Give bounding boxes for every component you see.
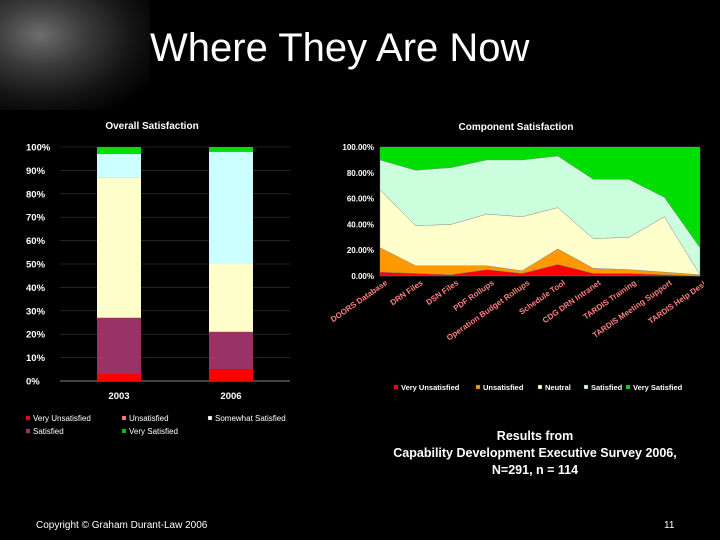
legend-swatch — [537, 384, 543, 390]
legend-label: Very Unsatisfied — [33, 414, 91, 423]
y-tick-label: 20% — [26, 330, 46, 341]
y-tick-label: 70% — [26, 213, 46, 224]
copyright-text: Copyright © Graham Durant-Law 2006 — [36, 520, 208, 531]
y-tick-label: 80.00% — [347, 169, 374, 178]
legend-label: Very Satisfied — [633, 383, 683, 392]
x-tick-label: 2003 — [108, 391, 129, 402]
legend-swatch — [475, 384, 481, 390]
slide-title: Where They Are Now — [150, 26, 530, 70]
legend-label: Unsatisfied — [129, 414, 169, 423]
chart-title: Overall Satisfaction — [105, 121, 198, 132]
chart-title: Component Satisfaction — [458, 122, 573, 133]
y-tick-label: 0% — [26, 377, 40, 388]
legend-swatch — [25, 428, 31, 434]
bar-segment — [209, 147, 253, 152]
y-tick-label: 30% — [26, 306, 46, 317]
legend-swatch — [25, 415, 31, 421]
legend-label: Very Satisfied — [129, 427, 178, 436]
note-line-1: Results from — [496, 429, 574, 443]
y-tick-label: 80% — [26, 189, 46, 200]
y-tick-label: 50% — [26, 260, 46, 271]
legend-swatch — [207, 415, 213, 421]
legend-label: Very Unsatisfied — [401, 383, 460, 392]
bar-segment — [97, 147, 141, 155]
bar-segment — [209, 264, 253, 332]
bar-segment — [97, 177, 141, 318]
legend-label: Satisfied — [33, 427, 64, 436]
y-tick-label: 10% — [26, 353, 46, 364]
note-line-3: N=291, n = 114 — [491, 463, 579, 477]
survey-source-note: Results from Capability Development Exec… — [360, 428, 710, 479]
y-tick-label: 20.00% — [347, 246, 374, 255]
y-tick-label: 40% — [26, 283, 46, 294]
y-tick-label: 100.00% — [342, 143, 374, 152]
y-tick-label: 0.00% — [351, 272, 374, 281]
bar-segment — [97, 373, 141, 381]
overall-satisfaction-panel: Overall Satisfaction 0% 10% 20% 30% 40% 50% 60%… — [18, 116, 294, 442]
bar-segment — [209, 369, 253, 381]
y-tick-label: 60.00% — [347, 195, 374, 204]
bar-segment — [97, 154, 141, 178]
legend-label: Neutral — [545, 383, 571, 392]
y-tick-label: 90% — [26, 166, 46, 177]
component-satisfaction-chart: Component Satisfaction 0.00% 20.00% 40.00% 6… — [316, 116, 710, 398]
legend-swatch — [625, 384, 631, 390]
legend-label: Somewhat Satisfied — [215, 414, 286, 423]
legend-swatch — [121, 428, 127, 434]
legend-swatch — [121, 415, 127, 421]
x-tick-label: 2006 — [220, 391, 241, 402]
slide-number: 11 — [664, 520, 675, 531]
note-line-2: Capability Development Executive Survey … — [393, 446, 677, 460]
area-series — [379, 146, 701, 249]
legend-swatch — [583, 384, 589, 390]
y-tick-label: 40.00% — [347, 220, 374, 229]
legend-label: Satisfied — [591, 383, 623, 392]
y-tick-label: 100% — [26, 143, 51, 154]
legend-swatch — [393, 384, 399, 390]
background-glow — [0, 0, 150, 110]
legend-label: Unsatisfied — [483, 383, 524, 392]
component-satisfaction-panel: Component Satisfaction 0.00% 20.00% 40.00% 6… — [316, 116, 710, 398]
bar-segment — [97, 317, 141, 374]
y-tick-label: 60% — [26, 236, 46, 247]
bar-segment — [209, 331, 253, 370]
overall-satisfaction-chart: Overall Satisfaction 0% 10% 20% 30% 40% 50% 60%… — [18, 116, 294, 442]
bar-segment — [209, 151, 253, 264]
